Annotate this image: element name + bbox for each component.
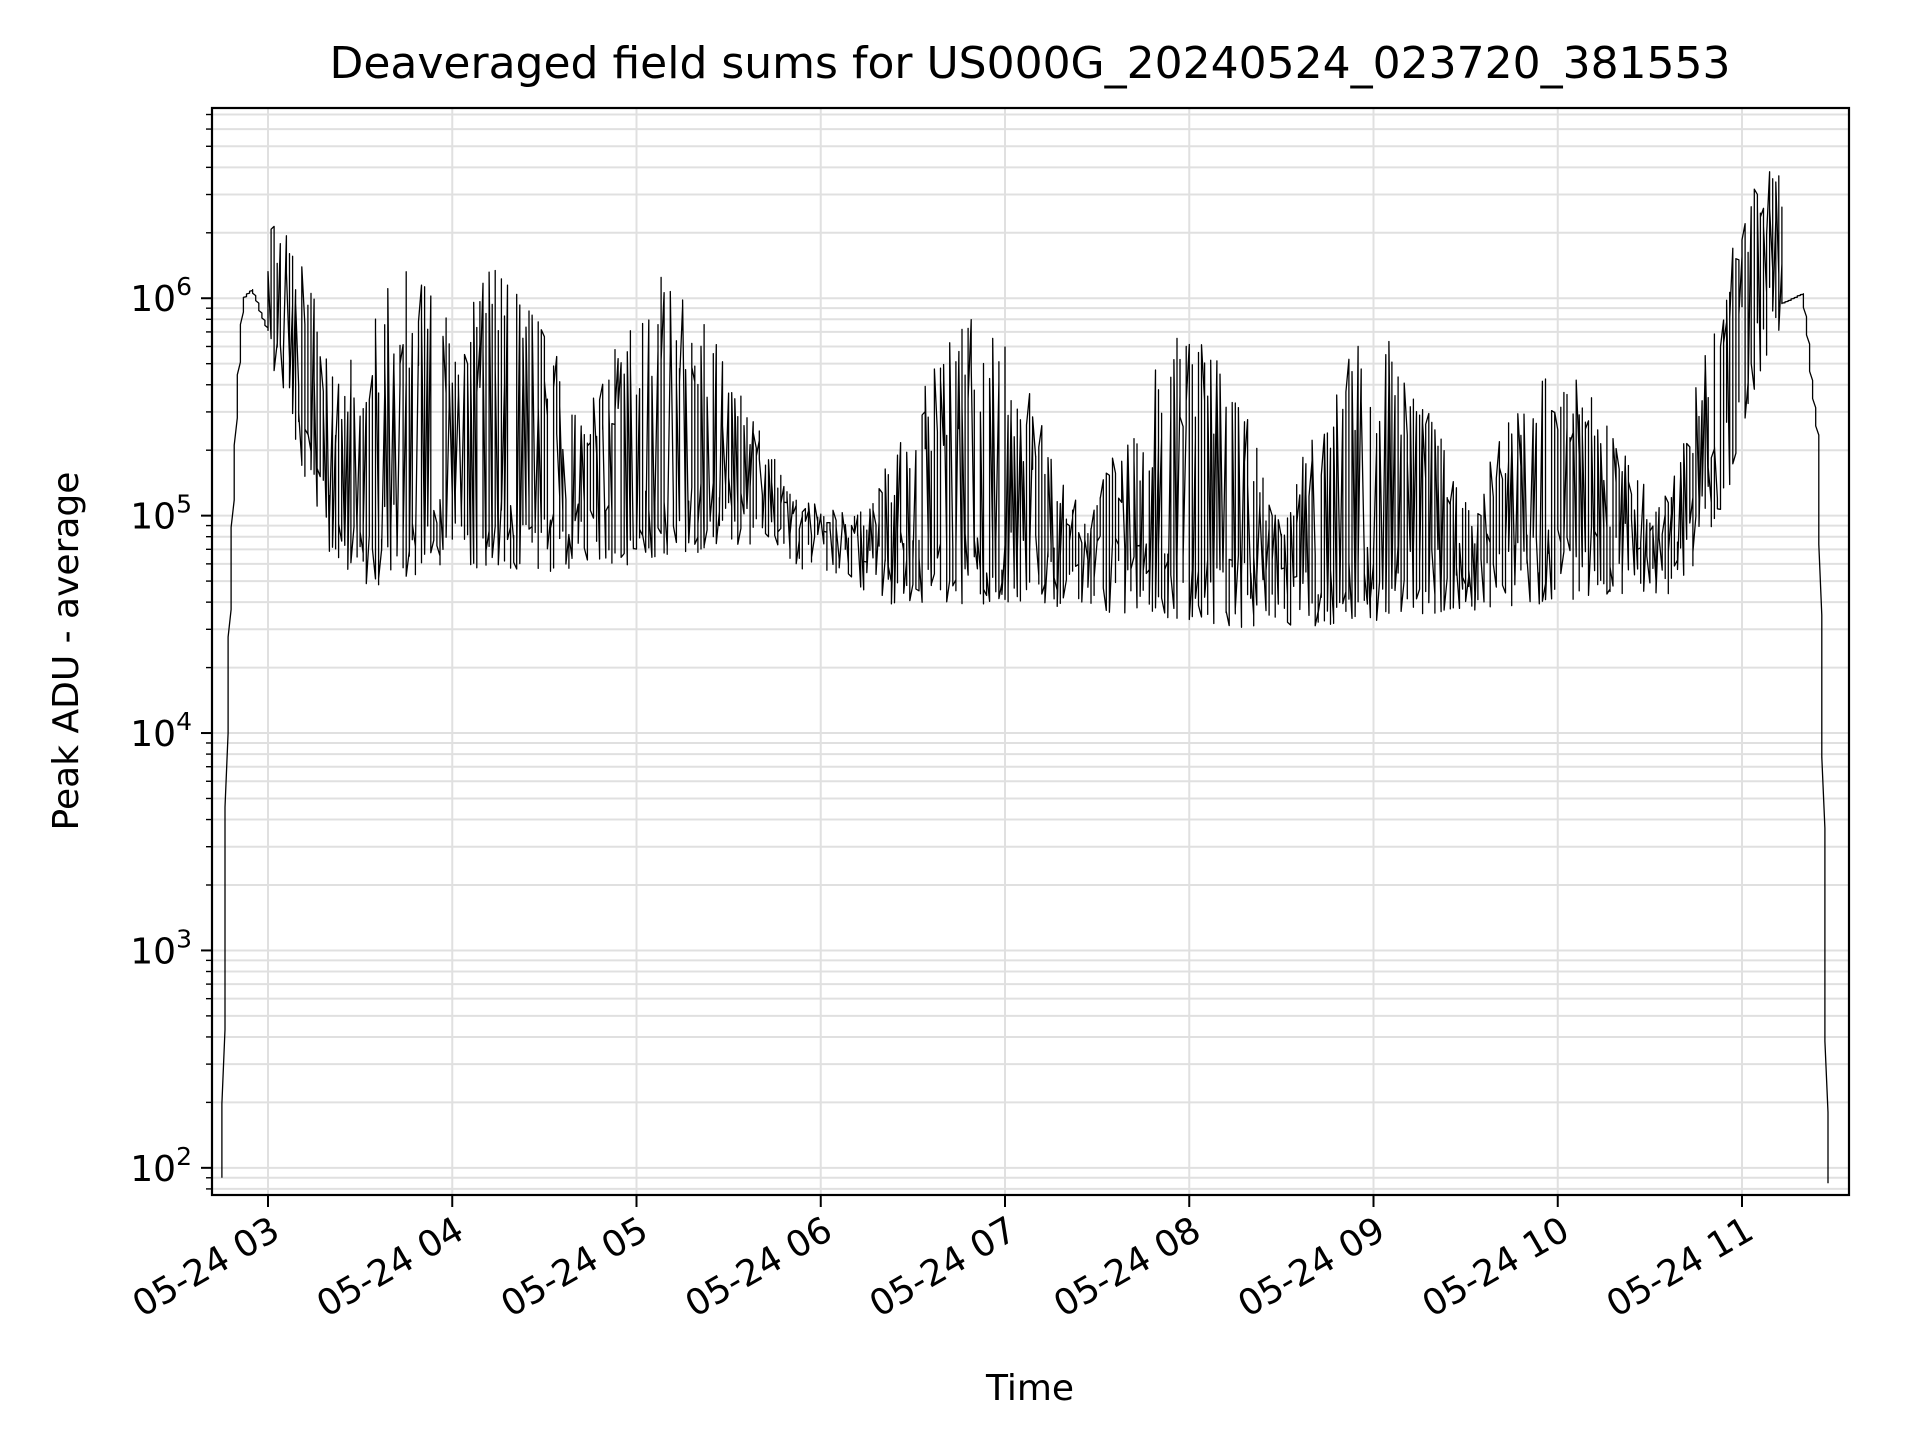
y-tick-label: 105 [130, 490, 192, 538]
y-tick-label: 103 [130, 924, 192, 972]
y-tick-label: 102 [130, 1142, 192, 1190]
series-line [221, 171, 1829, 1184]
data-series [221, 171, 1829, 1184]
grid-lines [212, 108, 1849, 1195]
y-tick-label: 106 [130, 272, 192, 320]
chart-title: Deaveraged field sums for US000G_2024052… [329, 38, 1730, 89]
plot-frame [210, 106, 1851, 1197]
y-tick-label: 104 [130, 707, 192, 755]
y-axis-label: Peak ADU - average [46, 472, 87, 831]
x-axis-label: Time [985, 1368, 1074, 1409]
